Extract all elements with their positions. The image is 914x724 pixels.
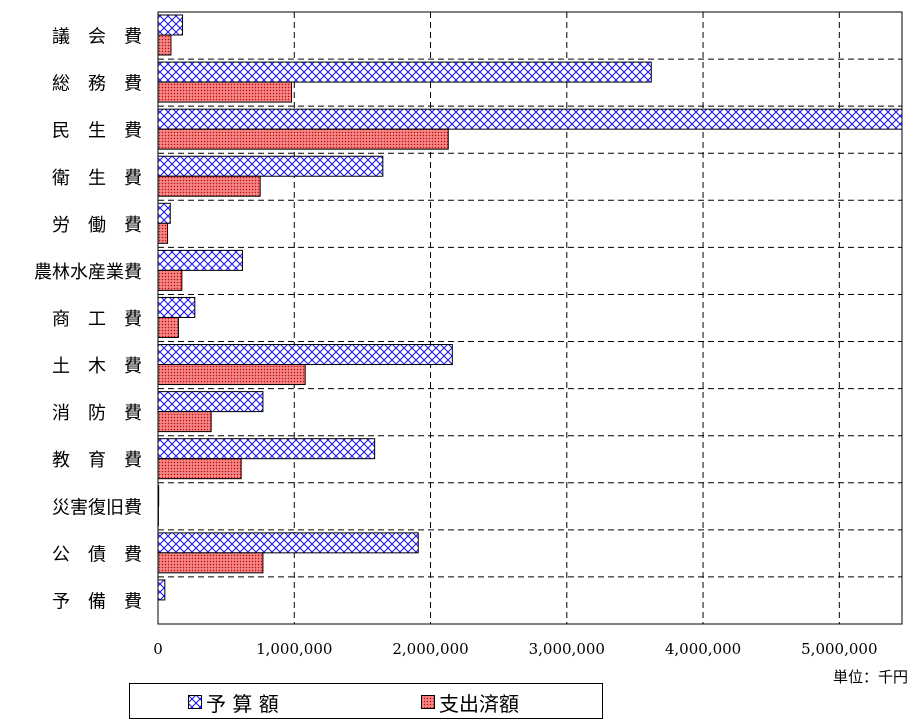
- legend-item-spent: 支出済額: [421, 690, 519, 714]
- bar-budget: [158, 297, 195, 317]
- x-tick-labels: 0 1,000,000 2,000,000 3,000,000 4,000,000 5,0…: [153, 640, 877, 658]
- category-label: 衛 生 費: [52, 168, 142, 189]
- legend-swatch-budget: [188, 695, 202, 709]
- bar-spent: [158, 459, 241, 479]
- bar-spent: [158, 365, 305, 385]
- bar-spent: [158, 176, 260, 196]
- legend-label-spent: 支出済額: [439, 688, 519, 717]
- bar-spent: [158, 129, 448, 149]
- plot-area-frame: [158, 12, 902, 624]
- category-label: 消 防 費: [52, 403, 142, 424]
- bar-budget: [158, 533, 418, 553]
- bar-budget: [158, 439, 375, 459]
- bar-spent: [158, 35, 171, 55]
- category-label: 公 債 費: [52, 544, 142, 565]
- legend-item-budget: 予 算 額: [188, 690, 279, 714]
- legend-swatch-spent: [421, 695, 435, 709]
- category-label: 民 生 費: [52, 121, 142, 142]
- category-label: 商 工 費: [52, 309, 142, 330]
- bar-spent: [158, 270, 182, 290]
- category-label: 土 木 費: [52, 356, 142, 377]
- x-tick-label: 4,000,000: [665, 640, 741, 658]
- bar-budget: [158, 392, 263, 412]
- x-tick-label: 0: [153, 640, 163, 658]
- bar-budget: [158, 250, 242, 270]
- bar-spent: [158, 412, 211, 432]
- category-label: 教 育 費: [52, 450, 142, 471]
- bar-budget: [158, 109, 902, 129]
- bar-spent: [158, 553, 263, 573]
- bar-budget: [158, 15, 183, 35]
- x-tick-label: 5,000,000: [801, 640, 877, 658]
- bar-budget: [158, 203, 170, 223]
- gridlines: [158, 12, 902, 624]
- x-tick-label: 2,000,000: [392, 640, 468, 658]
- bar-spent: [158, 317, 178, 337]
- category-label: 総 務 費: [52, 74, 142, 95]
- bar-budget: [158, 62, 651, 82]
- unit-label: 単位：千円: [833, 666, 908, 687]
- category-label: 災害復旧費: [52, 497, 142, 518]
- category-label: 予 備 費: [52, 591, 142, 612]
- x-tick-label: 1,000,000: [256, 640, 332, 658]
- x-tick-label: 3,000,000: [529, 640, 605, 658]
- category-label: 議 会 費: [52, 27, 142, 48]
- bar-budget: [158, 580, 165, 600]
- bars: [158, 15, 902, 600]
- legend-label-budget: 予 算 額: [206, 688, 279, 717]
- category-label: 労 働 費: [52, 215, 142, 236]
- legend: 予 算 額 支出済額: [129, 683, 603, 719]
- bar-budget: [158, 345, 452, 365]
- bar-budget: [158, 156, 383, 176]
- bar-spent: [158, 223, 168, 243]
- category-label: 農林水産業費: [34, 262, 142, 283]
- bar-spent: [158, 82, 292, 102]
